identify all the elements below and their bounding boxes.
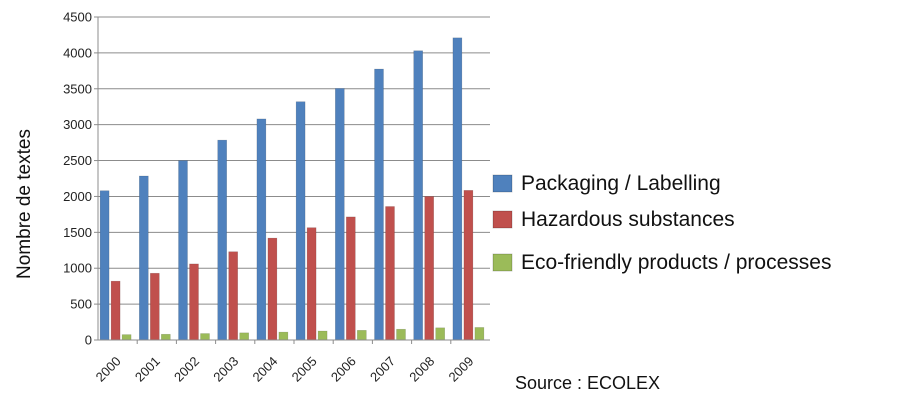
y-tick-label: 3000 bbox=[63, 117, 92, 132]
y-tick-label: 2000 bbox=[63, 189, 92, 204]
legend-swatch-1 bbox=[492, 174, 513, 193]
bar-hazardous-substances-2007 bbox=[385, 206, 395, 341]
bar-eco-friendly-products-processes-2009 bbox=[474, 327, 485, 341]
bar-eco-friendly-products-processes-2002 bbox=[200, 333, 210, 341]
y-tick-label: 1500 bbox=[63, 225, 92, 240]
x-tick-label: 2002 bbox=[171, 354, 202, 385]
legend-label-3: Eco-friendly products / processes bbox=[521, 251, 831, 274]
legend-label-2: Hazardous substances bbox=[521, 208, 735, 231]
y-tick-label: 3500 bbox=[63, 81, 92, 96]
bar-eco-friendly-products-processes-2004 bbox=[278, 331, 289, 341]
bar-packaging-labelling-2004 bbox=[256, 118, 267, 341]
bar-eco-friendly-products-processes-2005 bbox=[317, 330, 328, 341]
x-tick-label: 2006 bbox=[328, 354, 359, 385]
legend-swatch-2 bbox=[492, 210, 513, 229]
source-note: Source : ECOLEX bbox=[515, 373, 660, 393]
bar-eco-friendly-products-processes-2001 bbox=[161, 333, 171, 341]
bar-hazardous-substances-2000 bbox=[110, 280, 121, 341]
x-tick-label: 2004 bbox=[249, 354, 280, 385]
bar-hazardous-substances-2003 bbox=[228, 251, 238, 341]
x-tick-label: 2000 bbox=[93, 354, 124, 385]
bar-packaging-labelling-2006 bbox=[334, 88, 345, 341]
bar-hazardous-substances-2005 bbox=[306, 227, 317, 341]
bar-packaging-labelling-2002 bbox=[178, 160, 188, 341]
bar-packaging-labelling-2007 bbox=[374, 68, 384, 341]
bar-hazardous-substances-2002 bbox=[189, 263, 199, 341]
legend: Packaging / Labelling Hazardous substance… bbox=[492, 172, 831, 274]
gridlines bbox=[98, 16, 490, 305]
y-tick-label: 500 bbox=[70, 297, 92, 312]
bar-eco-friendly-products-processes-2003 bbox=[239, 332, 249, 341]
y-tick-label: 4500 bbox=[63, 10, 92, 25]
y-axis-label: Nombre de textes bbox=[14, 129, 35, 279]
x-tick-label: 2007 bbox=[367, 354, 398, 385]
bar-eco-friendly-products-processes-2000 bbox=[121, 334, 132, 341]
x-tick-label: 2008 bbox=[406, 354, 437, 385]
bar-hazardous-substances-2001 bbox=[150, 272, 160, 341]
bar-packaging-labelling-2003 bbox=[217, 139, 227, 341]
bar-packaging-labelling-2005 bbox=[295, 101, 306, 341]
bar-eco-friendly-products-processes-2007 bbox=[396, 328, 406, 341]
bar-hazardous-substances-2008 bbox=[424, 196, 435, 341]
bar-packaging-labelling-2009 bbox=[452, 37, 463, 341]
bar-packaging-labelling-2001 bbox=[139, 175, 149, 341]
bar-hazardous-substances-2004 bbox=[267, 237, 278, 341]
bar-hazardous-substances-2006 bbox=[345, 216, 356, 341]
legend-label-1: Packaging / Labelling bbox=[521, 172, 721, 195]
bars bbox=[99, 37, 485, 341]
bar-packaging-labelling-2008 bbox=[413, 50, 424, 341]
bar-eco-friendly-products-processes-2006 bbox=[356, 330, 367, 341]
bar-packaging-labelling-2000 bbox=[99, 190, 110, 341]
x-axis-ticks: 2000 2001 2002 2003 2004 2005 2006 2007 2008 2009 bbox=[93, 340, 477, 385]
y-tick-label: 2500 bbox=[63, 153, 92, 168]
bar-hazardous-substances-2009 bbox=[463, 190, 474, 341]
x-tick-label: 2005 bbox=[289, 354, 320, 385]
bar-eco-friendly-products-processes-2008 bbox=[435, 327, 446, 341]
y-axis-ticks: 0 500 1000 1500 2000 2500 3000 3500 4000 4500 bbox=[63, 10, 98, 348]
legend-swatch-3 bbox=[492, 253, 513, 272]
x-tick-label: 2003 bbox=[210, 354, 241, 385]
y-tick-label: 1000 bbox=[63, 261, 92, 276]
x-tick-label: 2001 bbox=[132, 354, 163, 385]
x-tick-label: 2009 bbox=[445, 354, 476, 385]
y-tick-label: 4000 bbox=[63, 45, 92, 60]
y-tick-label: 0 bbox=[85, 333, 92, 348]
